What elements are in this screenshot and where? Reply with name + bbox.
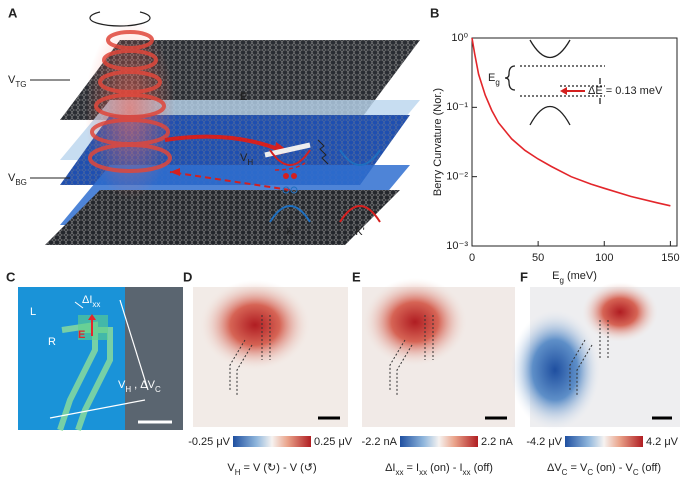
formula: ΔVC = VC (on) - VC (off) xyxy=(547,462,661,477)
text-part: xx xyxy=(419,468,427,477)
text-part: (on) - V xyxy=(593,462,633,474)
panel-label: F xyxy=(520,269,528,284)
text-part: H xyxy=(125,385,131,394)
text-part: xx xyxy=(92,300,100,309)
text-part: (off) xyxy=(471,462,493,474)
annotation: R xyxy=(48,336,56,348)
y-tick-label: 10⁻³ xyxy=(446,240,468,252)
panel-label: C xyxy=(6,269,16,284)
formula: ΔIxx = Ixx (on) - Ixx (off) xyxy=(385,462,493,477)
x-tick-label: 100 xyxy=(595,252,613,264)
text-part: V xyxy=(227,462,235,474)
text-part: BG xyxy=(15,178,27,187)
text-part: E xyxy=(552,270,559,282)
panel-label: B xyxy=(430,5,439,20)
heatmap-d xyxy=(193,280,348,427)
annotation: L xyxy=(30,306,36,318)
plot-frame xyxy=(471,37,678,247)
text-part: ΔV xyxy=(547,462,562,474)
text-part: (on) - I xyxy=(427,462,462,474)
annotation: ΔIxx xyxy=(82,294,100,309)
text-part: TG xyxy=(15,80,26,89)
x-tick-label: 50 xyxy=(532,252,544,264)
y-tick-label: 10⁻¹ xyxy=(446,101,468,113)
text-part: V xyxy=(8,74,16,86)
colorbar-min: -0.25 μV xyxy=(188,436,230,448)
text-part: xx xyxy=(463,468,471,477)
text-part: = V xyxy=(567,462,588,474)
text-part: C xyxy=(633,468,639,477)
panel-a-art xyxy=(30,11,420,245)
valley-label: K' xyxy=(355,226,364,238)
valley-label: K xyxy=(286,226,294,238)
text-part: ΔI xyxy=(82,294,92,306)
formula: VH = V (↻) - V (↺) xyxy=(227,462,316,477)
colorbar-max: 0.25 μV xyxy=(314,436,353,448)
heatmap-f xyxy=(510,282,680,430)
annotation: VH , ΔVC xyxy=(118,379,161,394)
y-tick-label: 10⁰ xyxy=(451,32,468,44)
panel-label: D xyxy=(183,269,192,284)
text-part: C xyxy=(587,468,593,477)
text-part: V xyxy=(240,152,248,164)
colorbar-max: 2.2 nA xyxy=(481,436,513,448)
hall-label: VH xyxy=(240,152,253,167)
band-inset xyxy=(504,39,605,126)
text-part: , ΔV xyxy=(131,379,156,391)
annotation: ΔE = 0.13 meV xyxy=(588,85,663,97)
text-part: xx xyxy=(395,468,403,477)
text-part: C xyxy=(562,468,568,477)
gate-label: VTG xyxy=(8,74,26,89)
colorbar xyxy=(233,436,311,447)
colorbar-min: -4.2 μV xyxy=(526,436,562,448)
annotation: Eg xyxy=(488,72,500,87)
heatmap-e xyxy=(362,278,515,427)
panel-c-art xyxy=(18,287,183,431)
panel-label: E xyxy=(352,269,361,284)
panel-label: A xyxy=(8,5,18,20)
field-label: E xyxy=(240,91,247,103)
text-part: = I xyxy=(403,462,419,474)
text-part: V xyxy=(8,172,16,184)
text-part: (meV) xyxy=(564,270,597,282)
text-part: ΔI xyxy=(385,462,395,474)
colorbar xyxy=(565,436,643,447)
text-part: g xyxy=(495,78,499,87)
text-part: = V (↻) - V (↺) xyxy=(240,462,316,474)
colorbar-max: 4.2 μV xyxy=(646,436,679,448)
gate-label: VBG xyxy=(8,172,27,187)
text-part: V xyxy=(118,379,126,391)
y-axis-label: Berry Curvature (Nor.) xyxy=(432,88,444,196)
x-tick-label: 150 xyxy=(661,252,679,264)
colorbar xyxy=(400,436,478,447)
text-part: g xyxy=(559,276,563,285)
x-tick-label: 0 xyxy=(469,252,475,264)
text-part: H xyxy=(247,158,253,167)
text-part: E xyxy=(488,72,495,84)
text-part: H xyxy=(235,468,241,477)
x-axis-label: Eg (meV) xyxy=(552,270,597,285)
text-part: (off) xyxy=(639,462,661,474)
text-part: C xyxy=(155,385,161,394)
annotation: E xyxy=(78,329,85,341)
curve xyxy=(471,37,671,207)
colorbar-min: -2.2 nA xyxy=(362,436,398,448)
y-tick-label: 10⁻² xyxy=(446,171,468,183)
